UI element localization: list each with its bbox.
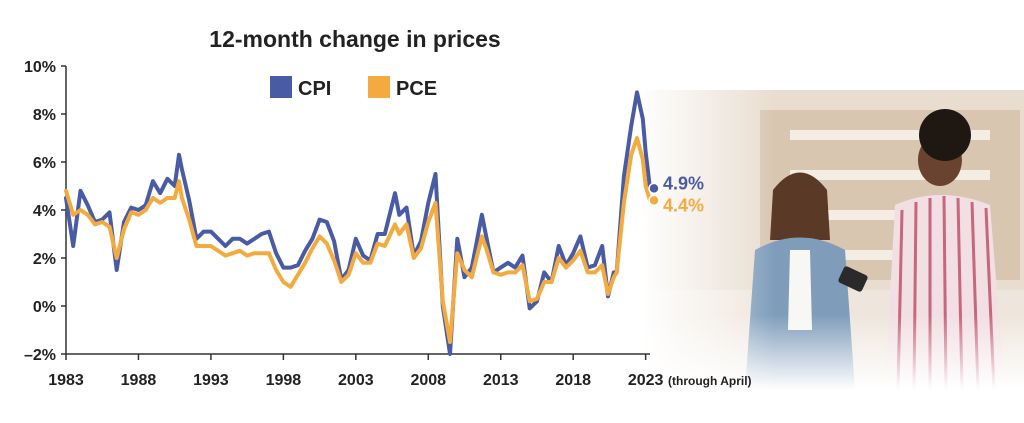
legend-swatch-cpi xyxy=(270,76,292,98)
legend-label-pce: PCE xyxy=(396,78,437,100)
x-tick-note: (through April) xyxy=(668,374,752,388)
x-tick-label: 2013 xyxy=(483,372,519,389)
x-ticks: 1983 1988 1993 1998 2003 2008 2013 2018 2023 xyxy=(48,354,664,389)
chart-title: 12-month change in prices xyxy=(209,26,500,52)
end-point-pce xyxy=(648,194,660,207)
end-point-cpi xyxy=(648,182,660,195)
x-tick-label: 2018 xyxy=(555,372,591,389)
y-ticks: 10% 8% 6% 4% 2% 0% –2% xyxy=(24,59,66,364)
series-line-pce xyxy=(64,136,652,344)
x-tick-label: 1998 xyxy=(266,372,302,389)
y-tick-label: 8% xyxy=(33,107,56,124)
y-tick-label: 10% xyxy=(24,59,56,76)
x-tick-label: 1993 xyxy=(193,372,229,389)
end-label-cpi: 4.9% xyxy=(663,173,704,193)
legend-swatch-pce xyxy=(368,76,390,98)
x-tick-label: 2023 xyxy=(628,372,664,389)
x-tick-label: 2003 xyxy=(338,372,374,389)
legend: CPI PCE xyxy=(270,76,437,100)
x-tick-label: 2008 xyxy=(410,372,446,389)
y-tick-label: 2% xyxy=(33,251,56,268)
y-tick-label: 0% xyxy=(33,299,56,316)
end-label-pce: 4.4% xyxy=(663,195,704,215)
x-tick-label: 1988 xyxy=(121,372,157,389)
shop-photo xyxy=(640,90,1024,390)
series-line-cpi xyxy=(64,90,652,356)
legend-label-cpi: CPI xyxy=(298,78,331,100)
series-layer xyxy=(64,90,652,356)
y-tick-label: 4% xyxy=(33,203,56,220)
y-tick-label: 6% xyxy=(33,155,56,172)
x-tick-label: 1983 xyxy=(48,372,84,389)
y-tick-label: –2% xyxy=(24,347,56,364)
